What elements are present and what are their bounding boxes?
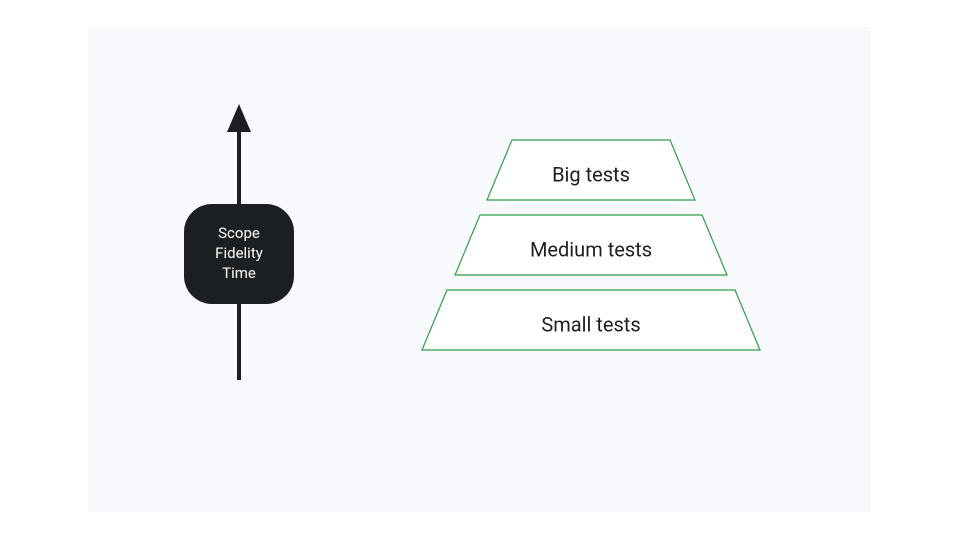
arrow-head-icon [227,104,251,132]
arrow-group: Scope Fidelity Time [184,104,294,380]
badge-line-0: Scope [218,224,260,242]
pyramid-label-2: Small tests [541,312,640,336]
pyramid-label-1: Medium tests [530,237,652,261]
pyramid-group: Big tests Medium tests Small tests [422,140,760,350]
pyramid-label-0: Big tests [552,162,630,186]
badge-line-1: Fidelity [215,244,263,262]
diagram-svg: Big tests Medium tests Small tests Scope Fi… [0,0,960,540]
badge-line-2: Time [222,264,256,282]
